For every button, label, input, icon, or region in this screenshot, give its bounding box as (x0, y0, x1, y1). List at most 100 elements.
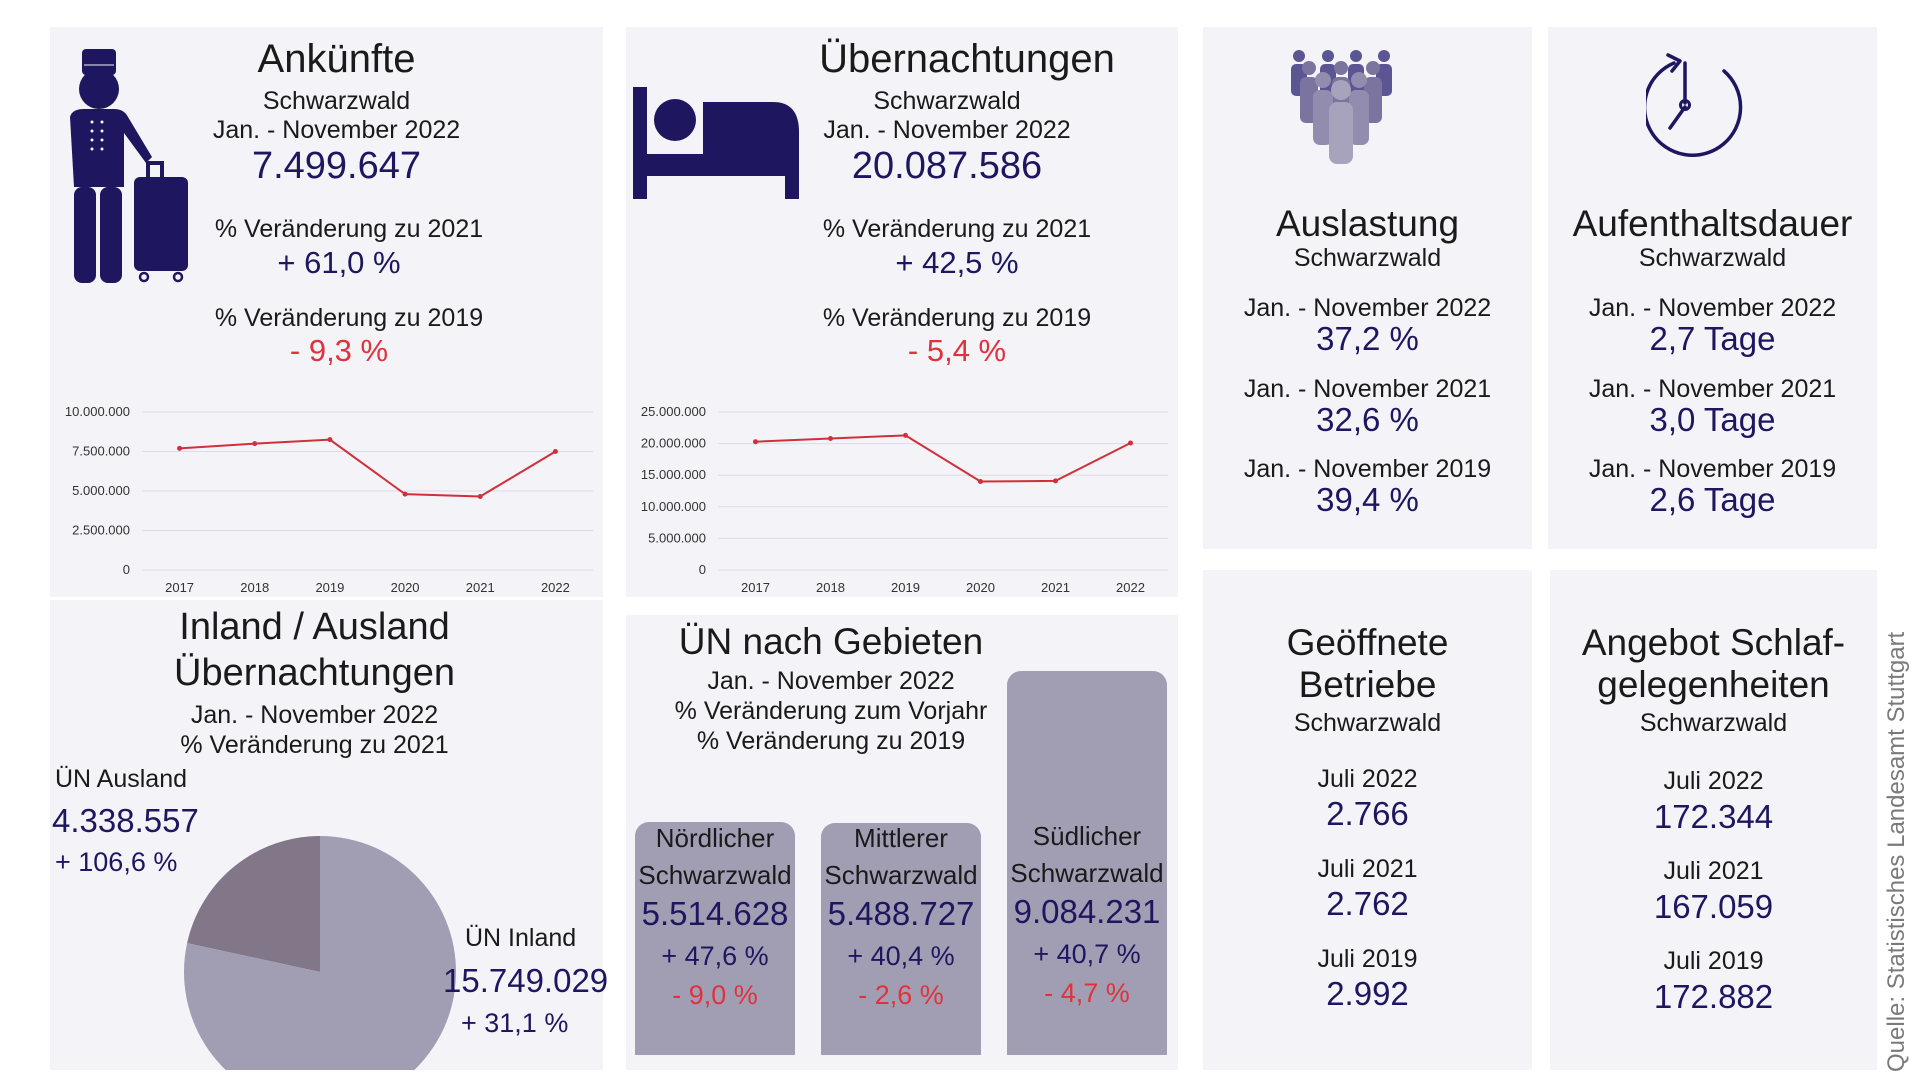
region-bar (821, 822, 981, 1055)
betriebe-row-label: Juli 2021 (1317, 855, 1418, 883)
y-tick-label: 10.000.000 (65, 404, 130, 419)
aufenthaltsdauer-row-value: 2,6 Tage (1649, 481, 1776, 518)
inland-value: 15.749.029 (443, 962, 609, 999)
ausland-label: ÜN Ausland (55, 765, 188, 793)
ankuenfte-change-2021-label: % Veränderung zu 2021 (214, 215, 484, 243)
auslastung-row-value: 39,4 % (1316, 481, 1419, 518)
ankuenfte-change-2019-label: % Veränderung zu 2019 (214, 304, 484, 332)
uebernachtungen-panel: Übernachtungen Schwarzwald Jan. - Novemb… (626, 27, 1178, 597)
ankuenfte-period: Jan. - November 2022 (212, 116, 461, 144)
aufenthaltsdauer-panel: Aufenthaltsdauer Schwarzwald Jan. - Nove… (1548, 27, 1877, 549)
data-point (552, 449, 558, 454)
schlafgelegenheiten-row-label: Juli 2022 (1663, 767, 1764, 795)
aufenthaltsdauer-title: Aufenthaltsdauer (1572, 203, 1853, 244)
betriebe-row-label: Juli 2019 (1317, 945, 1418, 973)
bar-change-2019: - 2,6 % (858, 980, 944, 1010)
schlafgelegenheiten-row-label: Juli 2021 (1663, 857, 1764, 885)
gebiete-panel: ÜN nach Gebieten Jan. - November 2022 % … (626, 615, 1178, 1070)
x-tick-label: 2021 (1041, 580, 1070, 595)
ankuenfte-value: 7.499.647 (251, 145, 422, 187)
data-point (828, 436, 833, 442)
bar-name-line1: Mittlerer (854, 823, 948, 853)
x-tick-label: 2021 (466, 580, 495, 595)
betriebe-panel: Geöffnete Betriebe Schwarzwald Juli 2022… (1203, 570, 1532, 1070)
ankuenfte-title: Ankünfte (257, 37, 416, 81)
bar-name-line2: Schwarzwald (1010, 858, 1164, 888)
bar-value: 9.084.231 (1013, 893, 1161, 930)
x-tick-label: 2017 (165, 580, 194, 595)
x-tick-label: 2020 (966, 580, 995, 595)
betriebe-row-label: Juli 2022 (1317, 765, 1418, 793)
uebernachtungen-value: 20.087.586 (851, 145, 1043, 187)
inland-label: ÜN Inland (465, 924, 577, 952)
y-tick-label: 5.000.000 (72, 483, 130, 498)
y-tick-label: 7.500.000 (72, 444, 130, 459)
uebernachtungen-change-2019-value: - 5,4 % (907, 333, 1007, 368)
auslastung-row-label: Jan. - November 2022 (1243, 294, 1492, 322)
y-tick-label: 15.000.000 (641, 467, 706, 482)
y-tick-label: 10.000.000 (641, 499, 706, 514)
gebiete-line-vorjahr: % Veränderung zum Vorjahr (674, 697, 988, 725)
betriebe-row-value: 2.766 (1326, 795, 1409, 832)
gebiete-line-2019: % Veränderung zu 2019 (696, 727, 966, 755)
data-point (1128, 440, 1133, 446)
inland-ausland-pie-chart (184, 836, 457, 1070)
schlafgelegenheiten-title-line2: gelegenheiten (1597, 664, 1830, 705)
aufenthaltsdauer-row-label: Jan. - November 2022 (1588, 294, 1837, 322)
bar-change-vorjahr: + 47,6 % (661, 941, 769, 971)
pie-slice-ausland (187, 836, 320, 972)
source-credit: Quelle: Statistisches Landesamt Stuttgar… (1883, 631, 1910, 1072)
inland-ausland-title-line2: Übernachtungen (174, 652, 455, 694)
inland-ausland-change-label: % Veränderung zu 2021 (180, 731, 449, 759)
y-tick-label: 2.500.000 (72, 523, 130, 538)
y-tick-label: 5.000.000 (648, 530, 706, 545)
aufenthaltsdauer-row-value: 3,0 Tage (1649, 401, 1776, 438)
uebernachtungen-region: Schwarzwald (873, 87, 1021, 115)
uebernachtungen-line-chart: 0 5.000.000 10.000.000 15.000.000 20.000.000… (641, 404, 1168, 595)
ankuenfte-line-chart: 0 2.500.000 5.000.000 7.500.000 10.000.000 20… (65, 404, 593, 595)
auslastung-panel: Auslastung Schwarzwald Jan. - November 2… (1203, 27, 1532, 549)
data-point (177, 445, 183, 451)
inland-ausland-title-line1: Inland / Ausland (179, 606, 450, 648)
uebernachtungen-change-2019-label: % Veränderung zu 2019 (822, 304, 1092, 332)
bar-name-line1: Nördlicher (655, 823, 775, 853)
bar-value: 5.514.628 (641, 895, 789, 932)
schlafgelegenheiten-row-label: Juli 2019 (1663, 947, 1764, 975)
inland-ausland-period: Jan. - November 2022 (190, 701, 439, 729)
bar-name-line1: Südlicher (1032, 821, 1142, 851)
ankuenfte-region: Schwarzwald (262, 87, 411, 115)
ankuenfte-change-2021-value: + 61,0 % (277, 245, 401, 280)
x-tick-label: 2019 (315, 580, 344, 595)
betriebe-title-line2: Betriebe (1298, 664, 1437, 705)
betriebe-title-line1: Geöffnete (1286, 622, 1449, 663)
ausland-value: 4.338.557 (52, 802, 199, 839)
ausland-change: + 106,6 % (55, 847, 178, 877)
uebernachtungen-change-2021-label: % Veränderung zu 2021 (822, 215, 1092, 243)
bar-change-2019: - 9,0 % (672, 980, 758, 1010)
bar-change-vorjahr: + 40,4 % (847, 941, 955, 971)
data-point (252, 441, 258, 447)
data-point (477, 494, 483, 500)
series-line (179, 438, 556, 498)
bar-name-line2: Schwarzwald (638, 860, 792, 890)
data-point (327, 437, 333, 443)
auslastung-row-label: Jan. - November 2021 (1243, 375, 1492, 403)
y-tick-label: 0 (123, 562, 130, 577)
x-tick-label: 2017 (741, 580, 770, 595)
bed-icon (633, 87, 799, 199)
aufenthaltsdauer-row-label: Jan. - November 2021 (1588, 375, 1837, 403)
aufenthaltsdauer-row-label: Jan. - November 2019 (1588, 455, 1837, 483)
x-tick-label: 2018 (240, 580, 269, 595)
bar-change-vorjahr: + 40,7 % (1033, 939, 1141, 969)
schlafgelegenheiten-region: Schwarzwald (1639, 709, 1788, 737)
betriebe-row-value: 2.992 (1326, 975, 1409, 1012)
schlafgelegenheiten-row-value: 172.344 (1653, 798, 1774, 835)
betriebe-region: Schwarzwald (1293, 709, 1442, 737)
uebernachtungen-change-2021-value: + 42,5 % (895, 245, 1019, 280)
auslastung-title: Auslastung (1275, 203, 1460, 244)
crowd-icon (1291, 50, 1392, 164)
x-tick-label: 2022 (1116, 580, 1145, 595)
y-tick-label: 0 (699, 562, 706, 577)
inland-change: + 31,1 % (461, 1008, 569, 1038)
y-tick-label: 25.000.000 (641, 404, 706, 419)
